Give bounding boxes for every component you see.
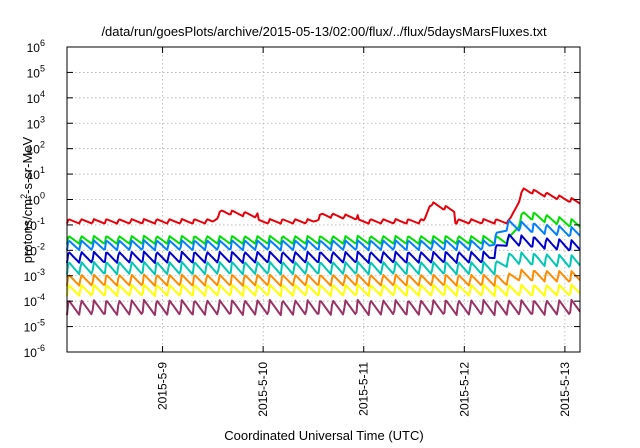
y-tick-label: 100 xyxy=(27,191,45,208)
series-line-5 xyxy=(66,251,581,276)
y-axis-label: protons/cm2-s-sr-MeV xyxy=(19,136,35,263)
series-line-1 xyxy=(66,187,581,225)
series-line-8 xyxy=(66,298,581,317)
y-tick-label: 10-4 xyxy=(24,292,45,309)
x-tick-label: 2015-5-11 xyxy=(357,362,371,416)
series-line-3 xyxy=(66,219,581,252)
y-tick-label: 102 xyxy=(27,140,45,157)
x-axis-label: Coordinated Universal Time (UTC) xyxy=(224,428,423,443)
y-tick-label: 10-5 xyxy=(24,318,45,335)
series-line-6 xyxy=(66,268,581,287)
x-tick-label: 2015-5-10 xyxy=(256,362,270,417)
x-tick-label: 2015-5-13 xyxy=(558,362,572,417)
y-tick-label: 103 xyxy=(27,114,45,131)
y-axis: 10-6 10-5 10-4 10-3 10-2 10-1 100 101 102 103 104 1… xyxy=(24,38,580,360)
chart-title: /data/run/goesPlots/archive/2015-05-13/0… xyxy=(101,24,547,39)
x-tick-label: 2015-5-12 xyxy=(457,362,471,417)
y-tick-label: 10-2 xyxy=(24,241,45,258)
series-line-7 xyxy=(66,283,581,298)
series-line-4 xyxy=(66,233,581,264)
y-tick-label: 101 xyxy=(27,165,45,182)
x-axis: 2015-5-9 2015-5-10 2015-5-11 2015-5-12 2015-… xyxy=(156,47,572,417)
y-tick-label: 104 xyxy=(27,89,45,106)
y-tick-label: 10-3 xyxy=(24,267,45,284)
y-tick-label: 106 xyxy=(27,38,45,55)
y-tick-label: 10-1 xyxy=(24,216,45,233)
series-layer xyxy=(66,187,581,317)
x-tick-label: 2015-5-9 xyxy=(156,362,170,410)
y-tick-label: 105 xyxy=(27,63,45,80)
y-tick-label: 10-6 xyxy=(24,343,45,360)
